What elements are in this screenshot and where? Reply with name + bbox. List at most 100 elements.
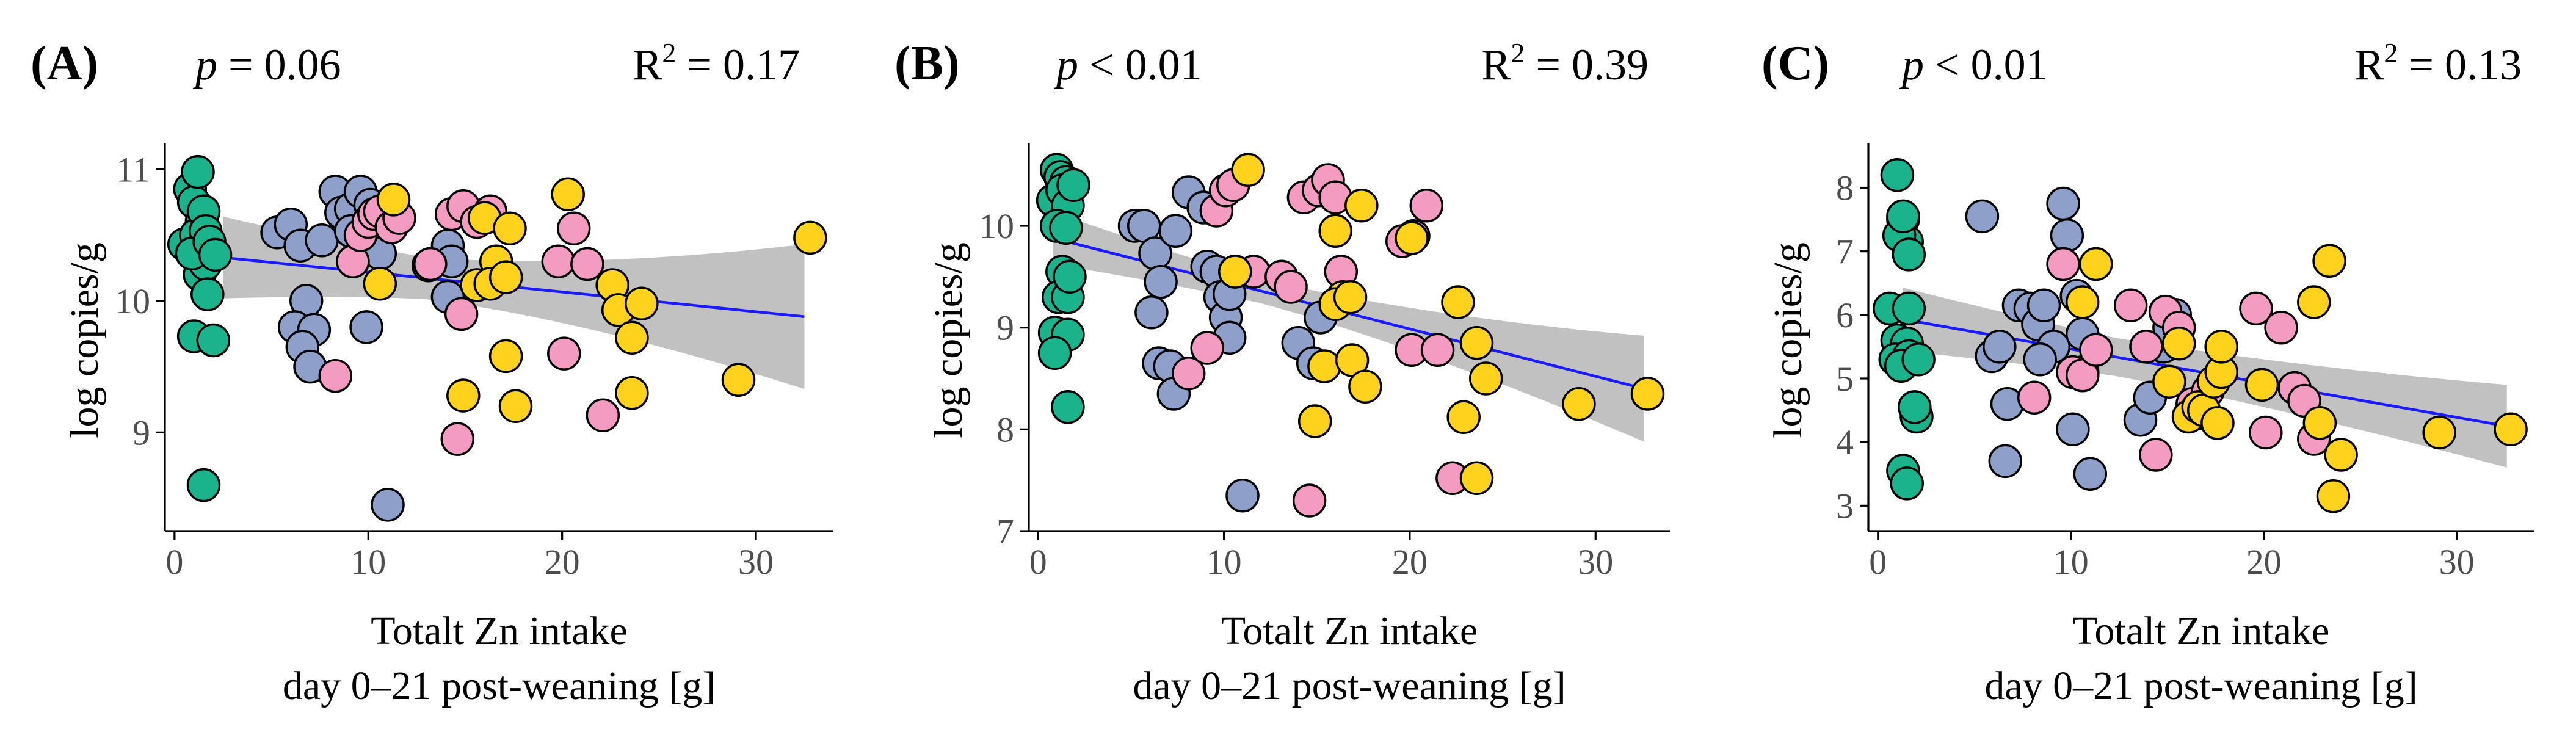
- x-tick-label: 20: [545, 542, 580, 582]
- r-superscript: 2: [1511, 37, 1525, 68]
- data-point: [2073, 457, 2108, 491]
- data-point: [556, 211, 591, 246]
- data-point: [1395, 221, 1429, 255]
- data-point: [1292, 483, 1327, 518]
- data-point: [2079, 333, 2113, 367]
- y-tick-label: 10: [979, 206, 1014, 246]
- x-axis-title-line1: Totalt Zn intake: [1221, 609, 1478, 653]
- data-point: [1890, 466, 1924, 501]
- series-pink: [1171, 163, 1470, 518]
- r-superscript: 2: [662, 37, 676, 68]
- data-point: [2204, 330, 2238, 364]
- data-point: [1274, 270, 1308, 304]
- data-point: [793, 220, 827, 255]
- data-point: [1409, 188, 1444, 223]
- data-point: [2050, 218, 2084, 253]
- data-point: [1988, 444, 2023, 479]
- data-point: [615, 375, 649, 410]
- data-point: [498, 389, 533, 424]
- data-point: [1459, 325, 1494, 360]
- data-point: [186, 468, 221, 502]
- data-point: [1049, 211, 1083, 245]
- series-green: [167, 154, 233, 502]
- series-yellow: [363, 177, 827, 424]
- y-tick-label: 4: [1836, 422, 1854, 462]
- data-point: [493, 211, 527, 246]
- data-point: [1348, 369, 1382, 404]
- data-point: [2139, 438, 2173, 472]
- data-point: [1231, 153, 1265, 187]
- data-point: [1898, 390, 1932, 424]
- data-point: [2129, 330, 2163, 364]
- data-point: [1344, 188, 1379, 223]
- data-point: [1318, 214, 1352, 248]
- data-point: [1218, 255, 1252, 289]
- data-point: [2046, 247, 2080, 281]
- data-point: [363, 267, 397, 301]
- data-point: [1190, 331, 1224, 365]
- r-symbol: R: [2354, 40, 2384, 89]
- data-point: [1171, 356, 1206, 391]
- data-point: [1892, 237, 1926, 272]
- data-point: [349, 310, 383, 344]
- y-tick-label: 7: [1836, 232, 1854, 272]
- x-axis-title-line1: Totalt Zn intake: [2073, 609, 2330, 653]
- data-point: [1901, 342, 1936, 377]
- panel-c: (C) p < 0.01 R2 = 0.13 0 10 20 30 3 4 5 6 7 8 Totalt …: [1761, 37, 2534, 708]
- data-point: [721, 363, 756, 397]
- data-point: [446, 378, 481, 413]
- r-symbol: R: [633, 40, 662, 89]
- data-point: [1051, 389, 1085, 424]
- data-point: [2244, 368, 2279, 402]
- r-squared-value: = 0.17: [676, 40, 800, 89]
- data-point: [1056, 168, 1090, 203]
- r-squared-annotation: R2 = 0.17: [633, 37, 800, 89]
- data-point: [2200, 406, 2235, 440]
- y-axis-title: log copies/g: [62, 242, 107, 438]
- data-point: [625, 286, 659, 320]
- series-green: [1036, 153, 1090, 424]
- data-point: [2316, 479, 2351, 513]
- data-point: [1886, 199, 1920, 234]
- y-tick-label: 9: [132, 413, 150, 452]
- r-squared-value: = 0.39: [1525, 40, 1649, 89]
- data-point: [196, 323, 231, 358]
- data-point: [1144, 264, 1178, 299]
- data-point: [2056, 412, 2090, 447]
- x-tick-label: 30: [738, 542, 774, 582]
- x-tick-label: 30: [2439, 542, 2475, 582]
- data-point: [2046, 186, 2080, 221]
- data-point: [190, 277, 225, 311]
- y-tick-label: 3: [1836, 486, 1854, 526]
- data-point: [1880, 158, 1915, 192]
- x-axis-title-line1: Totalt Zn intake: [371, 609, 628, 653]
- r-symbol: R: [1481, 40, 1511, 89]
- data-point: [1333, 280, 1368, 314]
- r-squared-annotation: R2 = 0.13: [2354, 37, 2522, 89]
- data-point: [2017, 380, 2052, 415]
- p-symbol: p: [1053, 40, 1078, 89]
- data-point: [2264, 310, 2298, 345]
- data-point: [1630, 377, 1665, 411]
- data-point: [198, 237, 233, 272]
- data-point: [2161, 326, 2196, 361]
- panel-b: (B) p < 0.01 R2 = 0.39 0 10 20 30 7 8 9 10 Totalt Z…: [894, 37, 1670, 708]
- y-axis-title: log copies/g: [1766, 242, 1810, 438]
- series-green: [1873, 158, 1936, 501]
- panel-label: (B): [894, 37, 960, 90]
- p-value-annotation: p < 0.01: [1899, 40, 2048, 89]
- series-yellow: [1218, 153, 1665, 496]
- x-tick-label: 0: [1029, 542, 1047, 582]
- data-point: [1225, 478, 1260, 513]
- data-point: [586, 398, 620, 433]
- r-squared-value: = 0.13: [2398, 40, 2522, 89]
- data-point: [1892, 291, 1926, 326]
- data-point: [371, 488, 405, 522]
- data-point: [1420, 333, 1455, 368]
- series-pink: [2017, 247, 2331, 472]
- p-value-annotation: p = 0.06: [192, 40, 341, 89]
- panel-label: (C): [1761, 37, 1829, 90]
- data-point: [2312, 244, 2346, 278]
- data-point: [2113, 288, 2148, 322]
